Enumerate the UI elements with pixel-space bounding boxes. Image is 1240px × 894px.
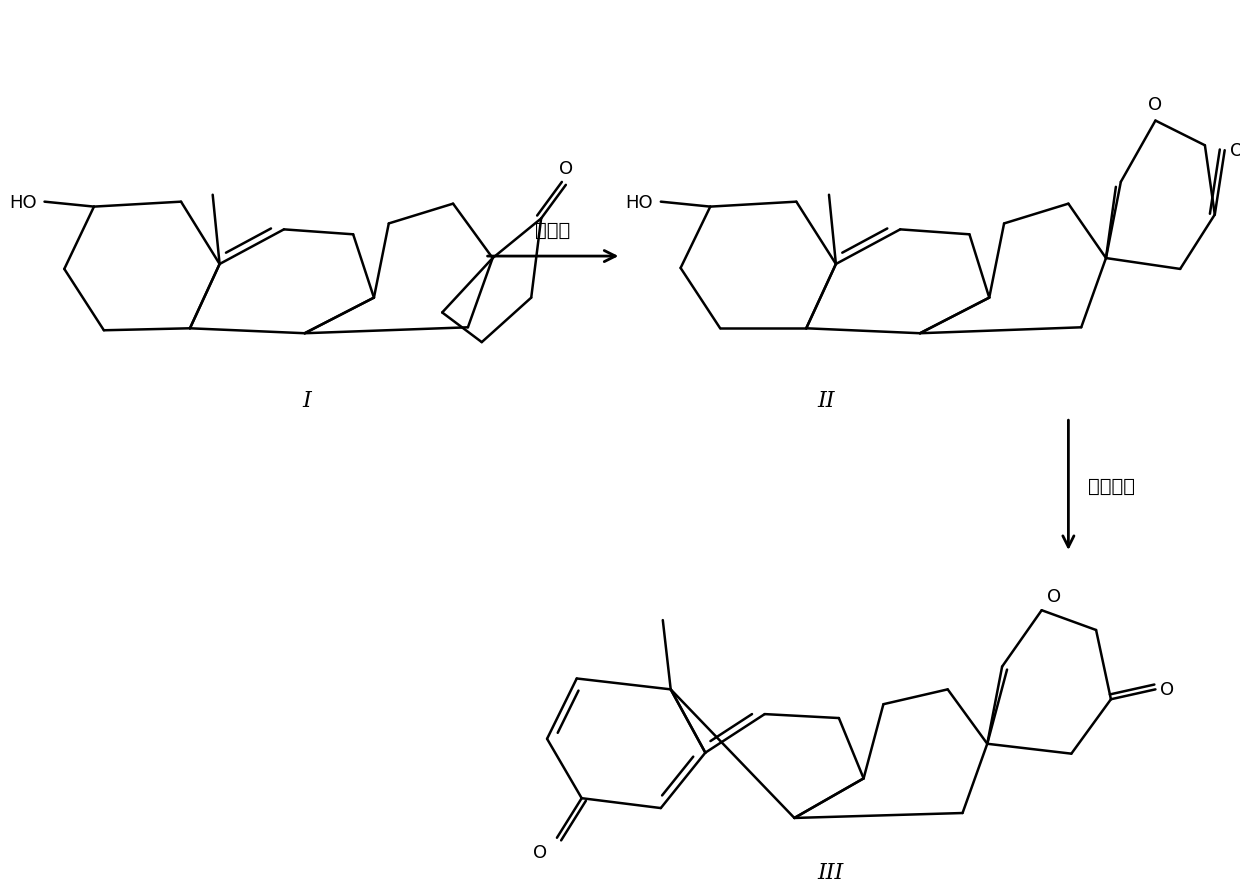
Text: O: O (1148, 96, 1163, 114)
Text: O: O (1230, 142, 1240, 160)
Text: O: O (1161, 680, 1174, 698)
Text: O: O (533, 843, 547, 861)
Text: II: II (817, 389, 835, 411)
Text: O: O (1047, 587, 1060, 605)
Text: HO: HO (9, 193, 37, 211)
Text: III: III (818, 862, 844, 883)
Text: O: O (559, 160, 573, 178)
Text: I: I (303, 389, 311, 411)
Text: HO: HO (625, 193, 653, 211)
Text: 戈登氏菌: 戈登氏菌 (1089, 477, 1135, 495)
Text: 镰刀菌: 镰刀菌 (536, 221, 570, 240)
